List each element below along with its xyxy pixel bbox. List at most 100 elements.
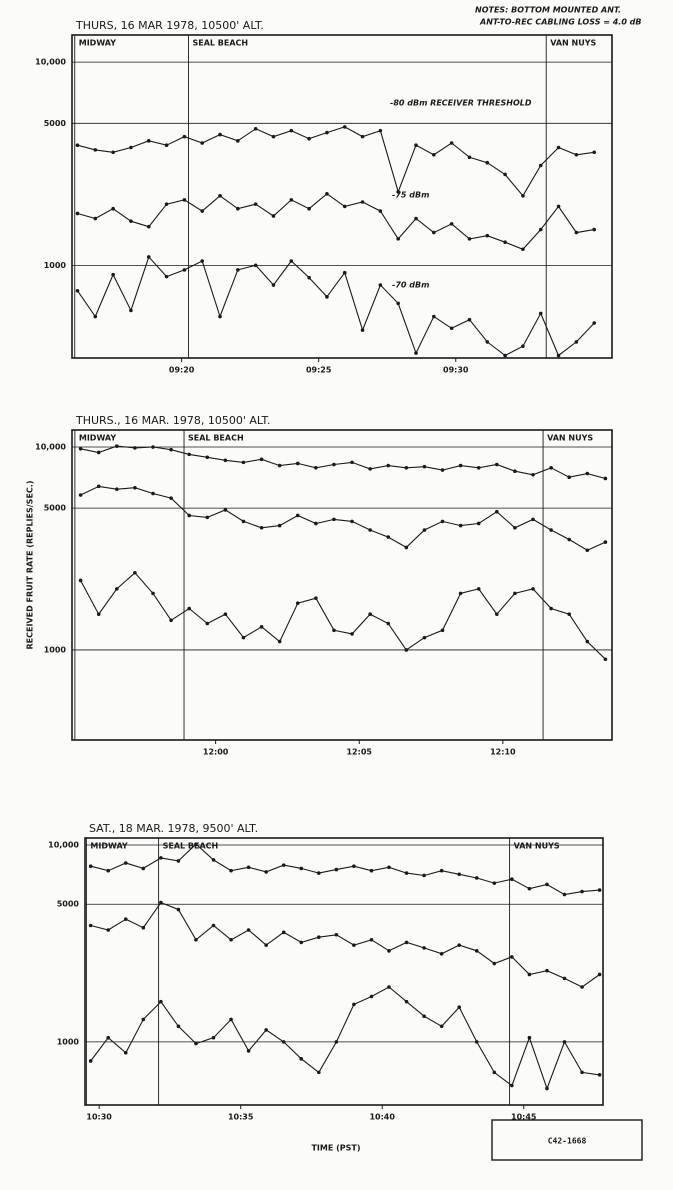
data-point: [169, 447, 173, 452]
data-point: [440, 628, 445, 633]
data-point: [492, 961, 497, 966]
data-point: [151, 491, 155, 496]
data-point: [342, 125, 347, 129]
data-point: [187, 513, 191, 518]
data-point: [531, 517, 535, 522]
data-point: [440, 468, 445, 472]
data-point: [176, 1024, 181, 1029]
series-line: [77, 255, 595, 357]
data-point: [495, 612, 499, 617]
note: ANT-TO-REC CABLING LOSS = 4.0 dB: [479, 18, 642, 27]
data-point: [485, 340, 490, 344]
series-line: [90, 901, 600, 988]
data-point: [485, 160, 490, 165]
data-point: [562, 1040, 567, 1044]
data-point: [352, 943, 356, 947]
data-point: [342, 204, 347, 209]
y-tick-label: 1000: [57, 1037, 80, 1046]
data-point: [439, 952, 444, 956]
series-line: [80, 445, 606, 480]
data-point: [422, 946, 426, 950]
data-point: [218, 314, 222, 319]
data-point: [386, 621, 391, 626]
y-axis-label: RECEIVED FRUIT RATE (REPLIES/SEC.): [26, 481, 35, 650]
data-point: [259, 525, 264, 530]
data-point: [289, 128, 294, 133]
data-point: [123, 917, 128, 921]
data-point: [277, 463, 282, 468]
x-tick-label: 12:00: [203, 748, 229, 757]
data-point: [200, 141, 205, 145]
data-point: [289, 198, 294, 202]
data-point: [93, 148, 98, 152]
data-point: [458, 523, 463, 528]
data-point: [368, 528, 372, 532]
data-point: [218, 193, 222, 198]
data-point: [259, 457, 264, 462]
data-point: [474, 949, 479, 953]
data-point: [414, 351, 418, 355]
y-tick-label: 10,000: [48, 840, 79, 849]
data-point: [580, 1070, 584, 1075]
data-point: [223, 612, 228, 617]
y-tick-label: 10,000: [35, 58, 66, 67]
data-point: [88, 1059, 93, 1063]
data-point: [369, 937, 374, 942]
data-point: [253, 202, 258, 206]
data-point: [545, 882, 549, 887]
x-tick-label: 10:45: [511, 1113, 537, 1122]
data-point: [549, 465, 553, 470]
data-point: [457, 943, 462, 947]
data-point: [289, 259, 294, 263]
data-point: [259, 625, 264, 629]
data-point: [141, 866, 146, 871]
data-point: [603, 657, 608, 662]
location-label: VAN NUYS: [550, 39, 596, 48]
data-point: [115, 444, 119, 448]
data-point: [253, 263, 258, 268]
data-point: [592, 227, 596, 232]
data-point: [597, 972, 602, 977]
data-point: [404, 648, 409, 652]
data-point: [474, 1040, 479, 1044]
data-point: [439, 1024, 444, 1029]
data-point: [574, 230, 579, 235]
data-point: [567, 612, 572, 617]
data-point: [360, 328, 365, 332]
data-point: [271, 214, 276, 218]
note: NOTES: BOTTOM MOUNTED ANT.: [475, 6, 621, 15]
data-point: [271, 134, 276, 139]
series-line: [77, 193, 595, 250]
data-point: [474, 876, 479, 880]
data-point: [387, 865, 391, 870]
data-point: [521, 193, 525, 198]
data-point: [241, 460, 246, 465]
data-point: [88, 864, 93, 869]
data-point: [133, 485, 137, 490]
data-point: [531, 587, 535, 591]
data-point: [527, 1035, 532, 1040]
data-point: [352, 864, 356, 869]
data-point: [75, 143, 80, 148]
data-point: [182, 134, 187, 139]
x-tick-label: 10:40: [369, 1113, 395, 1122]
data-point: [545, 1086, 549, 1091]
stamp-box: [491, 1119, 643, 1161]
data-point: [476, 587, 481, 591]
data-point: [317, 871, 321, 875]
location-label: SEAL BEACH: [163, 842, 219, 851]
data-point: [580, 889, 584, 894]
data-point: [187, 452, 191, 457]
data-point: [229, 868, 233, 873]
data-point: [495, 509, 499, 514]
data-point: [404, 940, 409, 945]
data-point: [538, 227, 543, 232]
data-point: [146, 255, 151, 259]
data-point: [387, 949, 391, 953]
data-point: [414, 143, 418, 148]
series-label: -70 dBm: [392, 281, 429, 290]
data-point: [264, 1028, 268, 1032]
data-point: [129, 308, 133, 313]
x-tick-label: 10:30: [86, 1113, 112, 1122]
data-point: [133, 446, 137, 450]
